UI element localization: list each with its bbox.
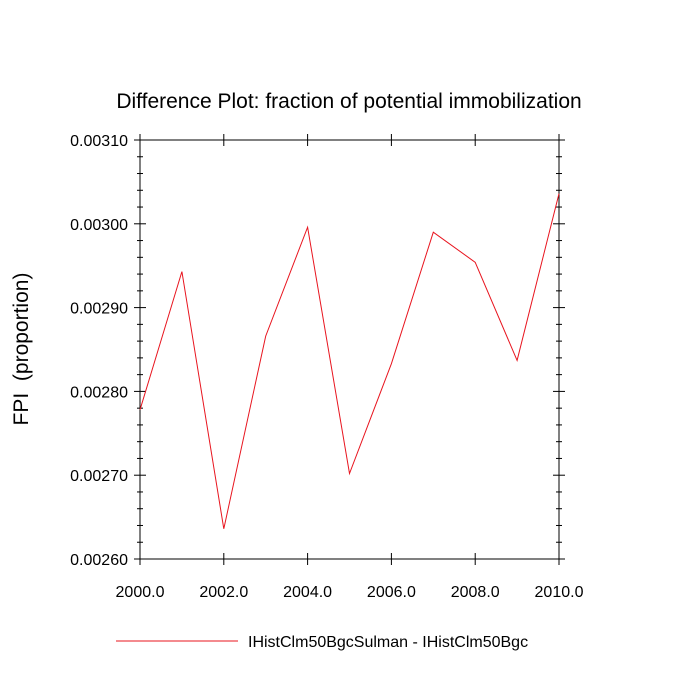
y-tick-label: 0.00280 — [70, 384, 128, 401]
y-tick-label: 0.00270 — [70, 468, 128, 485]
series-line — [139, 193, 560, 529]
y-tick-labels: 0.00260 0.00270 0.00280 0.00290 0.00300 0.003… — [70, 133, 128, 569]
chart-title: Difference Plot: fraction of potential i… — [116, 90, 581, 113]
plot-area-frame — [139, 139, 560, 560]
x-tick-label: 2000.0 — [116, 584, 165, 601]
y-tick-label: 0.00310 — [70, 133, 128, 150]
legend-label: IHistClm50BgcSulman - IHistClm50Bgc — [248, 634, 528, 651]
x-tick-labels: 2000.0 2002.0 2004.0 2006.0 2008.0 2010.0 — [116, 584, 584, 601]
y-axis-label: FPI (proportion) — [10, 273, 33, 426]
major-ticks — [134, 134, 565, 565]
x-tick-label: 2010.0 — [535, 584, 584, 601]
x-tick-label: 2004.0 — [283, 584, 332, 601]
legend: IHistClm50BgcSulman - IHistClm50Bgc — [116, 634, 528, 651]
minor-ticks — [137, 156, 562, 543]
y-tick-label: 0.00290 — [70, 301, 128, 318]
x-tick-label: 2006.0 — [367, 584, 416, 601]
x-tick-label: 2008.0 — [451, 584, 500, 601]
y-tick-label: 0.00300 — [70, 217, 128, 234]
x-tick-label: 2002.0 — [199, 584, 248, 601]
y-tick-label: 0.00260 — [70, 552, 128, 569]
